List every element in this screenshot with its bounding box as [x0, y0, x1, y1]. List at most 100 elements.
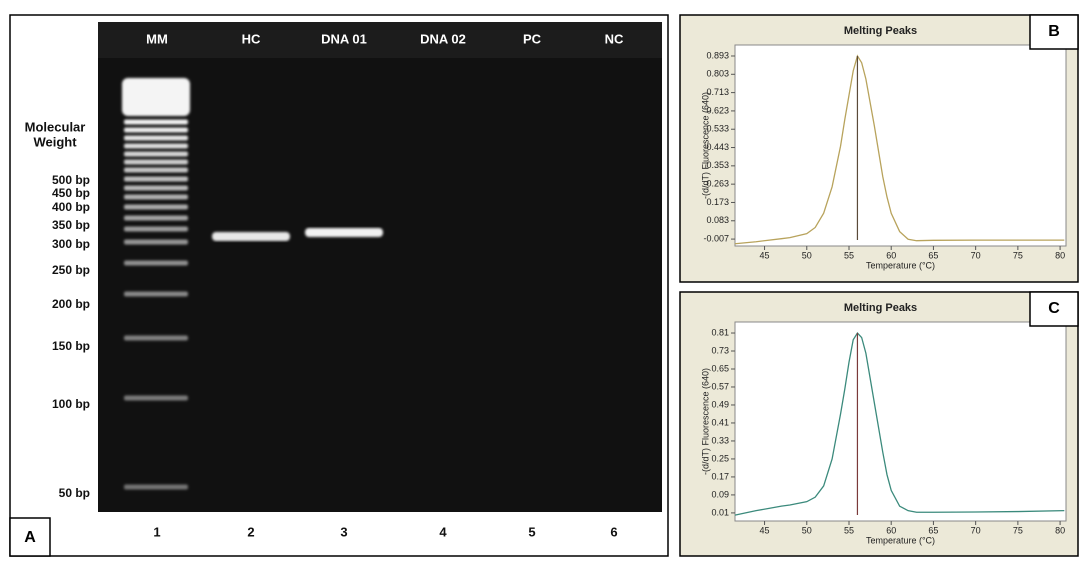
ladder-band [124, 135, 188, 141]
plot-area [734, 44, 1067, 247]
ladder-well [122, 78, 190, 116]
chart-title: Melting Peaks [844, 25, 917, 37]
x-tick-label: 60 [886, 525, 896, 535]
y-tick-label: -0.007 [703, 233, 729, 243]
lane-number: 3 [340, 524, 347, 539]
size-label: 450 bp [52, 186, 90, 200]
size-label: 500 bp [52, 173, 90, 187]
x-tick-label: 80 [1055, 525, 1065, 535]
panel-label: A [24, 529, 36, 546]
y-tick-label: 0.533 [706, 124, 729, 134]
ladder-band [124, 260, 188, 266]
y-tick-label: 0.65 [711, 363, 729, 373]
y-tick-label: 0.893 [706, 50, 729, 60]
x-axis-title: Temperature (°C) [866, 535, 935, 545]
ladder-band [124, 167, 188, 173]
ladder-band [124, 119, 188, 125]
ladder-band [124, 159, 188, 165]
weight-title: Molecular [25, 119, 86, 134]
lane-number: 5 [528, 524, 535, 539]
gel-header [98, 22, 662, 58]
ladder-band [124, 143, 188, 149]
y-tick-label: 0.33 [711, 435, 729, 445]
lane-label: PC [523, 31, 542, 46]
y-axis-title: -(d/dT) Fluorescence (640) [700, 92, 710, 199]
plot-area [734, 321, 1067, 522]
lane-number: 1 [153, 524, 160, 539]
size-label: 250 bp [52, 263, 90, 277]
x-tick-label: 75 [1013, 250, 1023, 260]
x-tick-label: 65 [928, 250, 938, 260]
x-tick-label: 55 [844, 525, 854, 535]
lane-number: 6 [610, 524, 617, 539]
ladder-band [124, 127, 188, 133]
ladder-band [124, 185, 188, 191]
sample-bands [212, 228, 383, 241]
gel-image [98, 22, 662, 512]
y-tick-label: 0.57 [711, 381, 729, 391]
size-label: 100 bp [52, 397, 90, 411]
band [305, 228, 383, 237]
x-axis-title: Temperature (°C) [866, 260, 935, 270]
y-tick-label: 0.443 [706, 142, 729, 152]
y-tick-label: 0.17 [711, 471, 729, 481]
lane-label: DNA 02 [420, 31, 466, 46]
panel-label-box [9, 517, 51, 557]
x-tick-label: 55 [844, 250, 854, 260]
x-tick-label: 70 [971, 250, 981, 260]
size-label: 200 bp [52, 297, 90, 311]
x-tick-label: 50 [802, 525, 812, 535]
y-tick-label: 0.803 [706, 69, 729, 79]
ladder-band [124, 291, 188, 297]
size-label: 400 bp [52, 200, 90, 214]
y-tick-label: 0.09 [711, 489, 729, 499]
ladder [122, 78, 190, 490]
x-tick-label: 70 [971, 525, 981, 535]
y-tick-label: 0.713 [706, 87, 729, 97]
weight-title: Weight [33, 134, 77, 149]
size-label: 150 bp [52, 339, 90, 353]
y-tick-label: 0.353 [706, 160, 729, 170]
y-tick-label: 0.01 [711, 507, 729, 517]
x-tick-label: 80 [1055, 250, 1065, 260]
lane-label: MM [146, 31, 168, 46]
ladder-band [124, 151, 188, 157]
x-tick-label: 50 [802, 250, 812, 260]
x-tick-label: 45 [760, 250, 770, 260]
band [212, 232, 290, 241]
y-tick-label: 0.263 [706, 179, 729, 189]
y-axis-title: -(d/dT) Fluorescence (640) [700, 368, 710, 475]
ladder-band [124, 484, 188, 490]
ladder-band [124, 204, 188, 210]
y-tick-label: 0.25 [711, 453, 729, 463]
y-tick-label: 0.73 [711, 345, 729, 355]
panel-label-box [1029, 291, 1079, 327]
y-tick-label: 0.083 [706, 215, 729, 225]
size-label: 350 bp [52, 218, 90, 232]
y-tick-label: 0.41 [711, 417, 729, 427]
melt-curve [734, 331, 1065, 516]
panel-label: C [1048, 300, 1060, 317]
x-tick-label: 60 [886, 250, 896, 260]
lane-label: HC [242, 31, 261, 46]
ladder-band [124, 176, 188, 182]
melt-curve [734, 54, 1065, 245]
ladder-band [124, 239, 188, 245]
y-tick-label: 0.49 [711, 399, 729, 409]
lane-number: 2 [247, 524, 254, 539]
x-tick-label: 45 [760, 525, 770, 535]
lane-label: DNA 01 [321, 31, 367, 46]
panel-label-box [1029, 14, 1079, 50]
chart-title: Melting Peaks [844, 302, 917, 314]
lane-label: NC [605, 31, 624, 46]
ladder-band [124, 215, 188, 221]
size-label: 300 bp [52, 237, 90, 251]
lane-number: 4 [439, 524, 447, 539]
y-tick-label: 0.173 [706, 197, 729, 207]
x-tick-label: 65 [928, 525, 938, 535]
ladder-band [124, 226, 188, 232]
y-tick-label: 0.623 [706, 105, 729, 115]
panel-label: B [1048, 23, 1060, 40]
ladder-band [124, 335, 188, 341]
